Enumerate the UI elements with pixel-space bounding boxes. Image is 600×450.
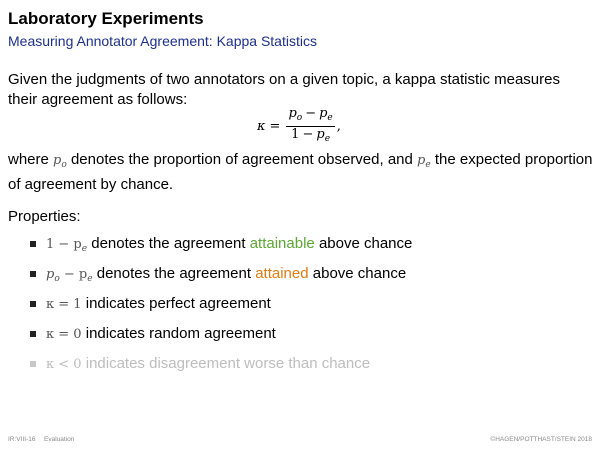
properties-list: 1 − pe denotes the agreement attainable … xyxy=(30,234,412,384)
where-paragraph: where po denotes the proportion of agree… xyxy=(8,150,593,195)
list-item: po − pe denotes the agreement attained a… xyxy=(30,264,412,294)
property-text: denotes the agreement xyxy=(91,235,246,252)
formula-one: 1 xyxy=(291,126,300,142)
where-po-sub: o xyxy=(61,160,67,170)
property-text: indicates random agreement xyxy=(85,325,276,342)
intro-paragraph: Given the judgments of two annotators on… xyxy=(8,71,560,108)
footer-slide-number: IR:VIII-16 xyxy=(8,436,36,443)
formula-minus: − xyxy=(305,105,317,121)
list-item: κ = 1 indicates perfect agreement xyxy=(30,294,412,324)
formula-comma: , xyxy=(336,118,341,134)
property-math-main: p xyxy=(46,267,55,282)
property-math: κ = 0 xyxy=(46,327,82,342)
list-item: κ = 0 indicates random agreement xyxy=(30,324,412,354)
formula-fraction: po − pe 1− pe xyxy=(286,105,335,146)
property-highlight: attained xyxy=(255,265,309,282)
footer-section: Evaluation xyxy=(44,436,75,443)
where-po-symbol: p xyxy=(53,153,62,168)
property-text-after: above chance xyxy=(318,235,413,252)
property-math: po − pe xyxy=(46,267,93,284)
where-po: po xyxy=(53,153,67,170)
formula-pe-2: p xyxy=(316,126,325,142)
footer-copyright: ©HAGEN/POTTHAST/STEIN 2018 xyxy=(490,436,592,443)
formula-pe: p xyxy=(319,105,328,121)
where-text-1: where xyxy=(8,151,49,168)
property-math-second: − p xyxy=(63,267,88,282)
list-item: κ < 0 indicates disagreement worse than … xyxy=(30,354,412,384)
property-math-main: 1 − p xyxy=(46,237,82,252)
property-math: 1 − pe xyxy=(46,237,88,254)
formula-po-sub: o xyxy=(296,112,303,123)
property-math: κ = 1 xyxy=(46,297,82,312)
square-bullet-icon xyxy=(30,301,36,307)
property-text: indicates disagreement worse than chance xyxy=(85,355,371,372)
where-pe-symbol: p xyxy=(417,153,426,168)
property-highlight: attainable xyxy=(249,235,315,252)
formula-kappa: κ xyxy=(257,118,266,134)
formula-pe-2-sub: e xyxy=(324,133,331,144)
square-bullet-icon xyxy=(30,361,36,367)
square-bullet-icon xyxy=(30,331,36,337)
where-pe: pe xyxy=(417,153,431,170)
property-math-second-sub: e xyxy=(87,274,93,284)
property-math: κ < 0 xyxy=(46,357,82,372)
properties-label: Properties: xyxy=(8,208,81,225)
formula-equals: = xyxy=(269,118,281,134)
square-bullet-icon xyxy=(30,271,36,277)
formula-po: p xyxy=(288,105,297,121)
property-text: indicates perfect agreement xyxy=(85,295,271,312)
square-bullet-icon xyxy=(30,241,36,247)
property-text: denotes the agreement xyxy=(96,265,252,282)
list-item: 1 − pe denotes the agreement attainable … xyxy=(30,234,412,264)
formula-denominator: 1− pe xyxy=(289,127,332,146)
kappa-formula: κ = po − pe 1− pe , xyxy=(257,105,341,146)
formula-pe-sub: e xyxy=(327,112,333,123)
property-text-after: above chance xyxy=(312,265,407,282)
slide-title: Laboratory Experiments xyxy=(8,9,204,28)
property-math-sub: o xyxy=(54,274,60,284)
formula-minus-2: − xyxy=(302,126,314,142)
where-text-3: the expected proportion of agreement by … xyxy=(8,151,593,193)
slide-subtitle: Measuring Annotator Agreement: Kappa Sta… xyxy=(8,33,317,49)
where-pe-sub: e xyxy=(425,160,431,170)
formula-numerator: po − pe xyxy=(286,105,335,127)
where-text-2: denotes the proportion of agreement obse… xyxy=(70,151,413,168)
property-math-sub: e xyxy=(81,244,88,254)
